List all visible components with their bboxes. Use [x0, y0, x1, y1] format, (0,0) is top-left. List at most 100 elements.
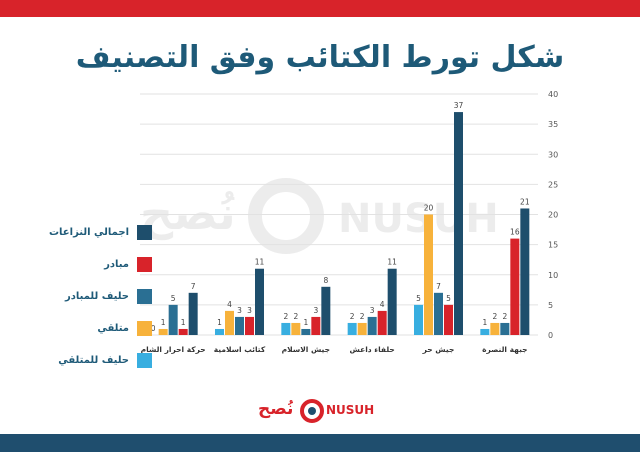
- legend-swatch: [137, 289, 152, 304]
- data-label: 2: [293, 312, 298, 321]
- category-label: حركة احرار الشام: [141, 345, 206, 354]
- data-label: 7: [191, 282, 196, 291]
- data-label: 1: [161, 318, 166, 327]
- legend-swatch: [137, 225, 152, 240]
- bar-initiator_ally: [500, 322, 510, 335]
- y-tick-label: 40: [548, 90, 558, 99]
- data-label: 1: [217, 318, 222, 327]
- category-labels: جبهة النصرة جيش حر حلفاء داعش جيش الاسلام كت…: [141, 345, 528, 354]
- y-tick-label: 0: [548, 331, 553, 340]
- chart-title: شكل تورط الكتائب وفق التصنيف: [75, 40, 565, 75]
- bar-total: [454, 112, 463, 335]
- logo-ring-icon: [300, 399, 324, 423]
- category-label: جيش الاسلام: [282, 345, 330, 354]
- y-tick-label: 25: [548, 180, 558, 189]
- data-label: 3: [313, 306, 318, 315]
- category-label: جيش حر: [422, 345, 455, 354]
- data-label: 4: [227, 300, 232, 309]
- y-tick-label: 10: [548, 271, 558, 280]
- data-label: 2: [502, 312, 507, 321]
- bar-initiator: [444, 304, 453, 335]
- bar-receiver_ally: [215, 328, 224, 335]
- data-label: 1: [303, 318, 308, 327]
- logo-latin-text: NUSUH: [326, 403, 375, 417]
- y-axis-tick-labels: 0 5 10 15 20 25 30 35 40: [548, 90, 558, 340]
- bar-initiator_ally: [434, 292, 443, 335]
- legend-item-receiver: متلقي: [20, 321, 152, 336]
- bar-initiator_ally: [301, 328, 311, 335]
- legend-swatch: [137, 257, 152, 272]
- footer-logo: نُصح NUSUH: [258, 398, 382, 424]
- legend-label: متلقي: [97, 323, 129, 334]
- y-tick-label: 20: [548, 211, 558, 220]
- data-label: 7: [436, 282, 441, 291]
- category-label: حلفاء داعش: [350, 345, 395, 354]
- y-tick-label: 35: [548, 120, 558, 129]
- data-label: 4: [380, 300, 385, 309]
- bar-receiver: [424, 214, 433, 335]
- legend-item-total: اجمالي النزاعات: [20, 225, 152, 240]
- bar-receiver: [158, 328, 168, 335]
- data-label: 1: [482, 318, 487, 327]
- bar-initiator: [377, 310, 387, 335]
- legend-label: حليف للمبادر: [64, 291, 129, 302]
- data-label: 21: [520, 197, 530, 206]
- bar-initiator: [311, 316, 321, 335]
- category-label: جبهة النصرة: [482, 345, 528, 354]
- bar-receiver_ally: [414, 304, 423, 335]
- bar-initiator: [510, 238, 520, 335]
- logo-dot-icon: [308, 407, 316, 415]
- legend-item-initiator: مبادر: [20, 257, 152, 272]
- bar-initiator_ally: [367, 316, 377, 335]
- grid-lines: [140, 93, 538, 336]
- legend-label: مبادر: [104, 259, 129, 270]
- legend-item-receiver_ally: حليف للمتلقي: [20, 353, 152, 368]
- y-tick-label: 15: [548, 241, 558, 250]
- data-label: 37: [454, 101, 464, 110]
- data-label: 5: [171, 294, 176, 303]
- bar-total: [520, 208, 530, 335]
- bar-initiator: [178, 328, 188, 335]
- bar-receiver: [490, 322, 500, 335]
- bar-total: [255, 268, 264, 335]
- data-label: 11: [255, 258, 265, 267]
- bar-receiver: [225, 310, 234, 335]
- data-label: 2: [360, 312, 365, 321]
- bar-receiver_ally: [281, 322, 291, 335]
- data-label: 5: [416, 294, 421, 303]
- y-tick-label: 30: [548, 150, 558, 159]
- data-label: 2: [492, 312, 497, 321]
- data-label: 0: [151, 324, 156, 333]
- category-label: كتائب اسلامية: [214, 345, 266, 354]
- bar-total: [188, 292, 198, 335]
- legend-label: حليف للمتلقي: [58, 355, 129, 366]
- legend-swatch: [137, 353, 152, 368]
- legend-item-initiator_ally: حليف للمبادر: [20, 289, 152, 304]
- bar-receiver_ally: [480, 328, 490, 335]
- data-label: 3: [237, 306, 242, 315]
- bars: [158, 112, 530, 335]
- top-color-bar: [0, 0, 640, 17]
- bottom-color-bar: [0, 434, 640, 452]
- data-label: 3: [247, 306, 252, 315]
- data-label: 20: [424, 204, 434, 213]
- data-label: 2: [350, 312, 355, 321]
- logo-arabic-text: نُصح: [258, 399, 294, 419]
- data-label: 16: [510, 228, 520, 237]
- legend-label: اجمالي النزاعات: [49, 227, 129, 238]
- bar-total: [321, 286, 331, 335]
- bar-receiver: [357, 322, 367, 335]
- bar-receiver_ally: [347, 322, 357, 335]
- bar-initiator: [245, 316, 254, 335]
- data-label: 2: [283, 312, 288, 321]
- data-label: 3: [370, 306, 375, 315]
- bar-total: [387, 268, 397, 335]
- data-label: 8: [323, 276, 328, 285]
- data-label: 5: [446, 294, 451, 303]
- bar-initiator_ally: [168, 304, 178, 335]
- legend: اجمالي النزاعات مبادر حليف للمبادر متلقي حلي…: [20, 225, 152, 385]
- legend-swatch: [137, 321, 152, 336]
- data-label: 11: [387, 258, 397, 267]
